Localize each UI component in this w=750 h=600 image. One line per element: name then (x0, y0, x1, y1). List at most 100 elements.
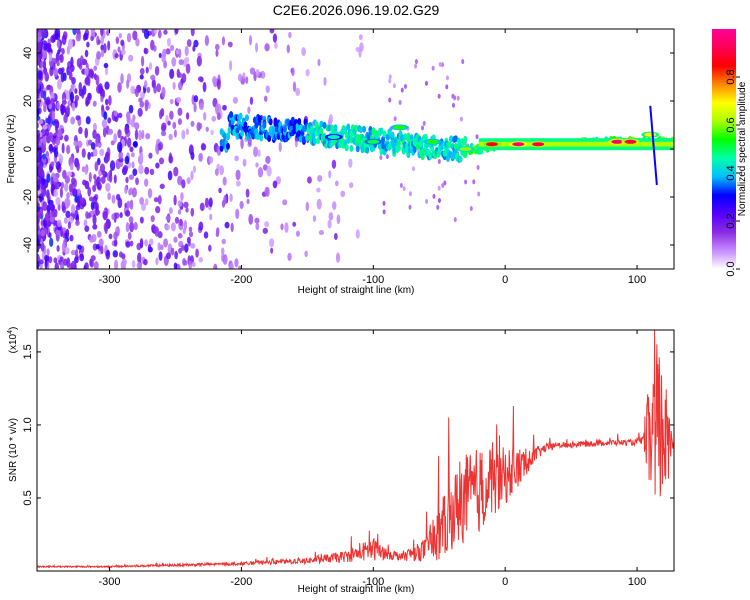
noise-cell (63, 217, 68, 224)
noise-cell (120, 49, 126, 56)
y-tick-label: 1.0 (22, 417, 34, 432)
noise-cell (240, 138, 244, 150)
noise-cell (312, 215, 317, 223)
noise-cell (40, 183, 46, 191)
hotspot (367, 139, 380, 144)
noise-cell (64, 175, 70, 184)
noise-cell (208, 197, 213, 208)
hotspot (624, 139, 637, 144)
noise-cell (443, 180, 447, 186)
noise-cell (114, 110, 118, 117)
noise-cell (101, 119, 108, 129)
noise-cell (53, 188, 58, 198)
noise-cell (129, 221, 135, 233)
noise-cell (84, 127, 89, 139)
noise-cell (219, 165, 224, 176)
noise-cell (56, 78, 62, 90)
noise-cell (125, 221, 130, 233)
noise-cell (408, 191, 412, 197)
ridge-cell (319, 120, 324, 128)
noise-cell (227, 41, 233, 48)
noise-cell (177, 233, 183, 239)
noise-cell (214, 43, 220, 51)
noise-cell (55, 161, 61, 170)
noise-cell (118, 251, 123, 258)
noise-cell (305, 68, 310, 77)
noise-cell (96, 176, 101, 184)
noise-cell (185, 112, 190, 120)
y-tick-label: 1.5 (22, 344, 34, 359)
noise-cell (130, 118, 136, 128)
noise-cell (37, 122, 40, 129)
noise-cell (137, 252, 142, 264)
noise-cell (122, 164, 129, 173)
noise-cell (145, 132, 151, 140)
noise-cell (264, 43, 270, 52)
noise-cell (75, 33, 82, 42)
noise-cell (69, 91, 75, 103)
noise-cell (301, 47, 306, 57)
noise-cell (202, 81, 207, 93)
noise-cell (167, 170, 173, 181)
ridge-cell (271, 126, 276, 134)
noise-cell (245, 188, 250, 198)
noise-cell (164, 224, 170, 231)
colorbar-tick-label: 0.4 (725, 165, 737, 180)
ridge-cell (322, 121, 327, 129)
noise-cell (174, 29, 179, 35)
noise-cell (177, 107, 183, 117)
noise-cell (334, 180, 339, 187)
noise-cell (177, 118, 182, 126)
noise-cell (93, 261, 99, 269)
noise-cell (100, 29, 104, 37)
ridge-cell (343, 126, 348, 134)
noise-cell (453, 95, 457, 101)
noise-cell (85, 116, 91, 125)
noise-cell (403, 84, 407, 90)
noise-cell (424, 80, 428, 86)
noise-cell (264, 221, 270, 228)
noise-cell (158, 251, 163, 261)
noise-cell (60, 103, 64, 110)
noise-cell (224, 221, 230, 229)
noise-cell (316, 187, 321, 193)
noise-cell (323, 76, 327, 86)
noise-cell (90, 36, 94, 42)
noise-cell (158, 141, 164, 151)
noise-cell (154, 226, 160, 237)
ridge-cell (273, 117, 278, 125)
noise-cell (176, 49, 180, 55)
noise-cell (51, 147, 57, 153)
noise-cell (72, 29, 77, 36)
noise-cell (199, 202, 205, 212)
noise-cell (125, 241, 131, 248)
noise-cell (97, 39, 101, 45)
noise-cell (253, 146, 259, 158)
noise-cell (138, 97, 143, 103)
noise-cell (126, 137, 132, 148)
noise-cell (392, 83, 396, 89)
noise-cell (126, 79, 130, 89)
noise-cell (61, 99, 67, 105)
noise-cell (46, 189, 50, 199)
noise-cell (76, 161, 80, 171)
noise-cell (150, 39, 155, 51)
noise-cell (184, 45, 189, 57)
noise-cell (169, 68, 175, 80)
noise-cell (239, 200, 244, 210)
noise-cell (62, 227, 67, 233)
noise-cell (445, 75, 449, 81)
noise-cell (53, 257, 58, 264)
noise-cell (84, 49, 89, 58)
noise-cell (71, 102, 76, 112)
noise-cell (53, 67, 59, 78)
noise-cell (129, 240, 134, 247)
noise-cell (190, 242, 196, 249)
ridge-cell (365, 146, 370, 154)
noise-cell (87, 92, 92, 101)
noise-cell (436, 204, 440, 210)
ridge-cell (244, 114, 249, 122)
ridge-cell (368, 129, 373, 137)
ridge-cell (463, 151, 468, 159)
noise-cell (49, 216, 55, 223)
